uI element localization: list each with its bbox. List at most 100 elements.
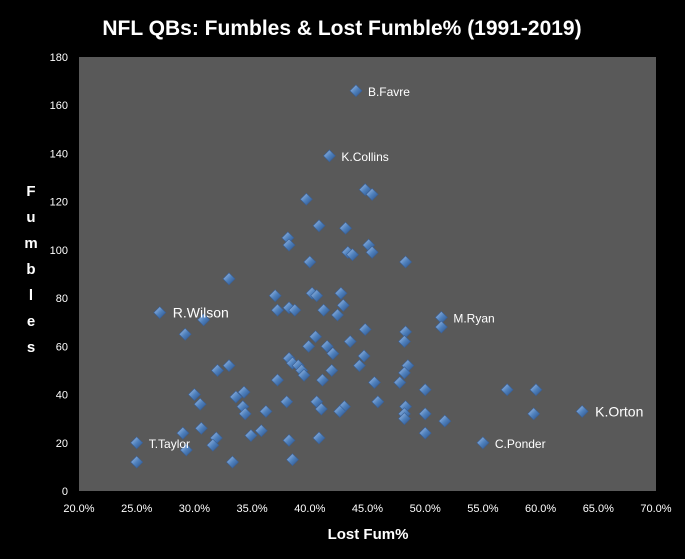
data-point xyxy=(349,84,363,98)
data-point xyxy=(476,436,490,450)
data-point xyxy=(197,313,211,327)
data-point xyxy=(229,390,243,404)
y-tick-label: 20 xyxy=(56,438,68,450)
data-point xyxy=(297,368,311,382)
data-point xyxy=(282,433,296,447)
x-tick-label: 60.0% xyxy=(525,503,556,515)
data-point xyxy=(357,349,371,363)
data-point xyxy=(193,397,207,411)
data-point xyxy=(334,286,348,300)
data-point xyxy=(352,359,366,373)
data-point xyxy=(176,426,190,440)
data-point xyxy=(365,245,379,259)
data-point xyxy=(222,272,236,286)
data-point xyxy=(254,424,268,438)
data-point xyxy=(322,149,336,163)
data-point xyxy=(398,366,411,380)
data-point xyxy=(194,421,208,435)
point-labels: B.Favre K.Collins R.Wilson M.Ryan K.Orton T.T… xyxy=(149,85,644,451)
data-point xyxy=(325,364,339,377)
data-point xyxy=(358,323,372,336)
y-tick-label: 0 xyxy=(62,486,68,498)
plot-area xyxy=(79,57,656,491)
data-point xyxy=(309,330,322,344)
data-point xyxy=(393,376,407,389)
data-point xyxy=(271,303,284,317)
data-point xyxy=(237,385,251,399)
axis-ticks: 0 20 40 60 80 100 120 140 160 180 20.0% 25.0% 30.0% 3… xyxy=(50,52,672,515)
x-axis-title: Lost Fum% xyxy=(328,526,409,543)
data-point xyxy=(268,289,282,303)
data-point xyxy=(418,426,432,440)
data-point xyxy=(222,359,236,373)
data-point xyxy=(398,335,411,348)
data-point xyxy=(178,327,192,341)
y-tick-label: 60 xyxy=(56,341,68,353)
data-point xyxy=(326,347,340,360)
data-point xyxy=(418,407,432,421)
data-point xyxy=(365,188,379,201)
point-label: T.Taylor xyxy=(149,437,190,451)
point-label: C.Ponder xyxy=(495,437,546,451)
data-point xyxy=(399,255,413,269)
data-point xyxy=(333,405,347,418)
y-tick-label: 140 xyxy=(50,148,68,160)
data-point xyxy=(312,431,326,445)
data-point xyxy=(438,414,452,428)
data-point xyxy=(288,303,302,317)
x-tick-label: 25.0% xyxy=(121,503,152,515)
data-point xyxy=(259,405,273,418)
data-point xyxy=(206,438,220,452)
data-point xyxy=(367,376,381,389)
x-tick-label: 20.0% xyxy=(63,503,94,515)
x-tick-label: 70.0% xyxy=(640,503,671,515)
data-point xyxy=(371,395,385,409)
data-point xyxy=(280,395,294,409)
point-label: M.Ryan xyxy=(453,311,494,325)
x-tick-label: 40.0% xyxy=(294,503,325,515)
data-point xyxy=(187,388,201,401)
data-point xyxy=(312,219,326,233)
data-point xyxy=(282,238,296,252)
y-tick-label: 40 xyxy=(56,390,68,402)
data-point xyxy=(153,306,167,320)
data-point xyxy=(343,335,357,348)
x-tick-label: 35.0% xyxy=(236,503,267,515)
y-tick-label: 80 xyxy=(56,293,68,305)
data-point xyxy=(271,373,284,387)
x-tick-label: 55.0% xyxy=(467,503,498,515)
data-point xyxy=(434,320,448,334)
y-tick-label: 180 xyxy=(50,52,68,64)
data-point xyxy=(310,289,324,303)
y-tick-label: 100 xyxy=(50,245,68,257)
data-point xyxy=(398,412,411,426)
data-point xyxy=(130,436,144,450)
point-label: K.Collins xyxy=(341,150,388,164)
data-point xyxy=(500,383,514,397)
y-tick-label: 160 xyxy=(50,100,68,112)
data-point xyxy=(299,192,313,206)
data-point xyxy=(575,405,589,418)
data-point xyxy=(331,308,344,322)
x-tick-label: 65.0% xyxy=(583,503,614,515)
data-point xyxy=(302,339,316,353)
data-point xyxy=(226,455,239,469)
point-label: R.Wilson xyxy=(173,305,229,321)
data-point xyxy=(244,429,258,442)
x-tick-label: 45.0% xyxy=(352,503,383,515)
data-point xyxy=(303,255,317,269)
data-point xyxy=(346,248,359,262)
data-point xyxy=(317,303,331,317)
data-point xyxy=(130,455,144,469)
data-point xyxy=(418,383,432,397)
data-point xyxy=(179,443,193,457)
data-point xyxy=(211,364,224,377)
data-point xyxy=(529,383,543,397)
y-tick-label: 120 xyxy=(50,197,68,209)
data-point xyxy=(339,221,352,235)
data-point xyxy=(320,339,334,353)
point-label: B.Favre xyxy=(368,85,410,99)
data-point xyxy=(314,402,328,416)
